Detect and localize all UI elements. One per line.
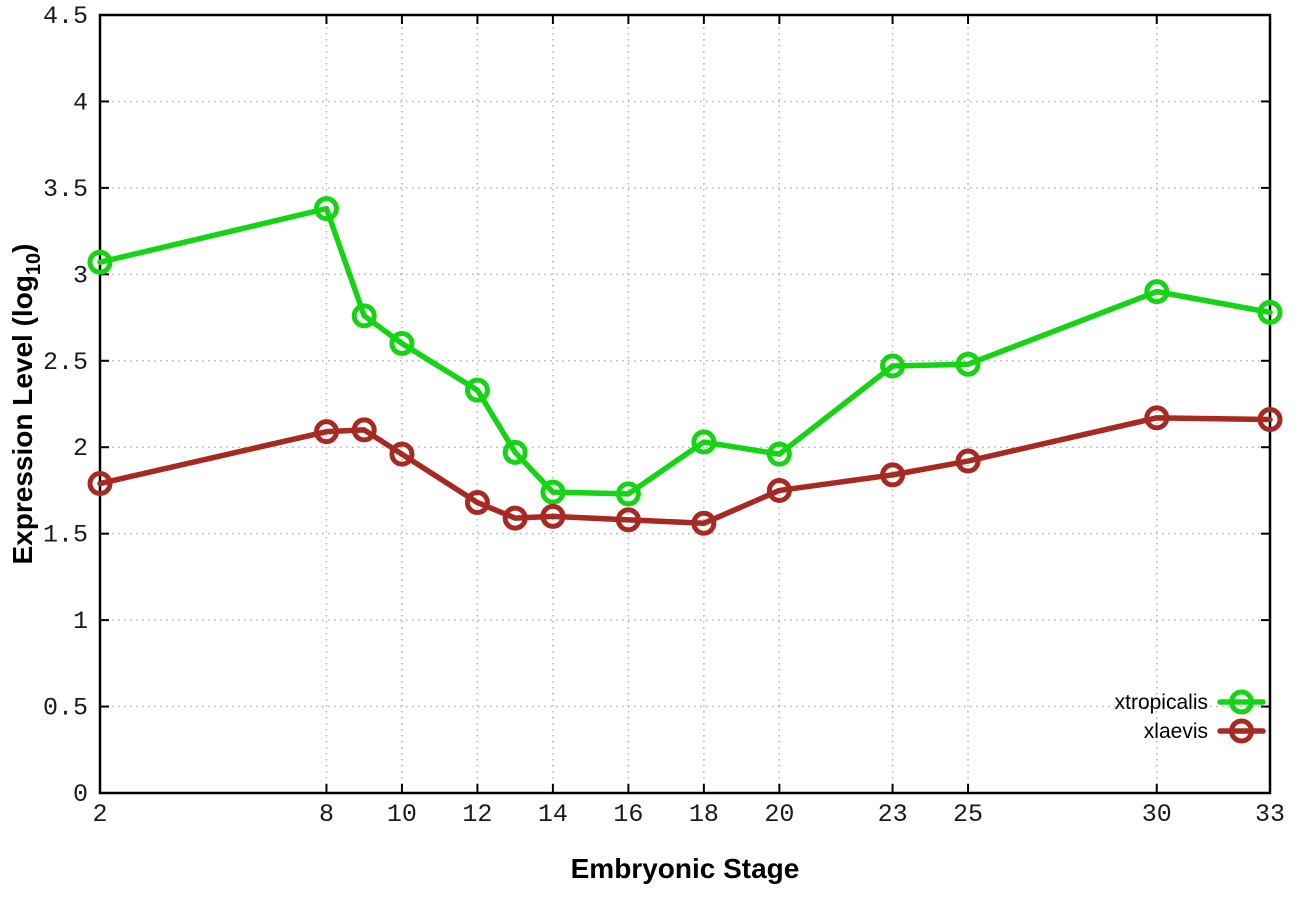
xtropicalis-line (97, 205, 1273, 497)
grid-layer (100, 15, 1270, 793)
xlaevis-data-point-marker (1257, 407, 1283, 433)
y-axis-title-subscript: 10 (23, 253, 45, 275)
xtropicalis-data-point-marker (691, 429, 717, 455)
y-tick-label: 0.5 (43, 694, 88, 723)
xtropicalis-data-point-marker (766, 441, 792, 467)
xlaevis-data-point-marker (691, 510, 717, 536)
xlaevis-data-point-marker (313, 419, 339, 445)
xlaevis-data-point-marker (615, 507, 641, 533)
y-tick-label: 3 (73, 261, 88, 290)
series-xlaevis (87, 405, 1283, 536)
xtropicalis-data-point-marker (351, 303, 377, 329)
xlaevis-data-point-marker (502, 505, 528, 531)
xlaevis-data-point-marker (464, 490, 490, 516)
y-axis-title-main: Expression Level (log (7, 275, 38, 564)
axis-labels-layer: Embryonic Stage Expression Level (log10)… (7, 2, 1285, 884)
x-tick-label: 20 (764, 800, 794, 829)
xtropicalis-data-point-marker (313, 196, 339, 222)
xlaevis-data-point-marker (351, 417, 377, 443)
x-tick-label: 25 (953, 800, 983, 829)
x-tick-label: 12 (462, 800, 492, 829)
y-tick-label: 2 (73, 434, 88, 463)
y-tick-label: 1 (73, 607, 88, 636)
x-axis-title: Embryonic Stage (571, 853, 800, 884)
xlaevis-data-point-marker (1144, 405, 1170, 431)
xtropicalis-data-point-marker (540, 479, 566, 505)
x-tick-label: 16 (613, 800, 643, 829)
xlaevis-data-point-marker (880, 462, 906, 488)
xtropicalis-data-point-marker (1144, 279, 1170, 305)
series-layer (87, 196, 1283, 536)
legend: xtropicalis xlaevis (1115, 689, 1266, 744)
xtropicalis-data-point-marker (502, 439, 528, 465)
legend-label: xtropicalis (1115, 691, 1208, 714)
x-tick-label: 18 (689, 800, 719, 829)
y-axis-title-close: ) (7, 244, 38, 253)
x-tick-label: 33 (1255, 800, 1285, 829)
xlaevis-data-point-marker (87, 471, 113, 497)
xtropicalis-data-point-marker (615, 481, 641, 507)
x-tick-label: 10 (387, 800, 417, 829)
x-tick-label: 30 (1142, 800, 1172, 829)
x-tick-label: 2 (92, 800, 107, 829)
xlaevis-data-point-marker (389, 441, 415, 467)
y-tick-label: 3.5 (43, 175, 88, 204)
plot-border (98, 13, 1272, 795)
xlaevis-data-point-marker (766, 477, 792, 503)
y-tick-label: 4 (73, 88, 88, 117)
xlaevis-data-point-marker (540, 503, 566, 529)
legend-marker-open-circle (1229, 718, 1254, 744)
y-tick-label: 1.5 (43, 521, 88, 550)
tick-marks-layer (100, 15, 1270, 793)
xtropicalis-data-point-marker (880, 353, 906, 379)
legend-entry-xlaevis: xlaevis (1144, 718, 1266, 744)
legend-entry-xtropicalis: xtropicalis (1115, 689, 1266, 715)
y-axis-title: Expression Level (log10) (7, 244, 45, 565)
series-xtropicalis (87, 196, 1283, 507)
y-tick-label: 4.5 (43, 2, 88, 31)
xtropicalis-data-point-marker (464, 377, 490, 403)
y-tick-label: 2.5 (43, 348, 88, 377)
xlaevis-data-point-marker (955, 448, 981, 474)
x-tick-label: 8 (319, 800, 334, 829)
xtropicalis-data-point-marker (955, 351, 981, 377)
xtropicalis-data-point-marker (87, 249, 113, 275)
legend-marker-open-circle (1229, 689, 1254, 715)
xlaevis-line (97, 415, 1273, 527)
plot-border-layer (98, 13, 1272, 795)
xtropicalis-data-point-marker (389, 330, 415, 356)
legend-label: xlaevis (1144, 720, 1208, 743)
xtropicalis-data-point-marker (1257, 299, 1283, 325)
x-tick-label: 23 (878, 800, 908, 829)
y-tick-label: 0 (73, 780, 88, 809)
x-tick-label: 14 (538, 800, 568, 829)
